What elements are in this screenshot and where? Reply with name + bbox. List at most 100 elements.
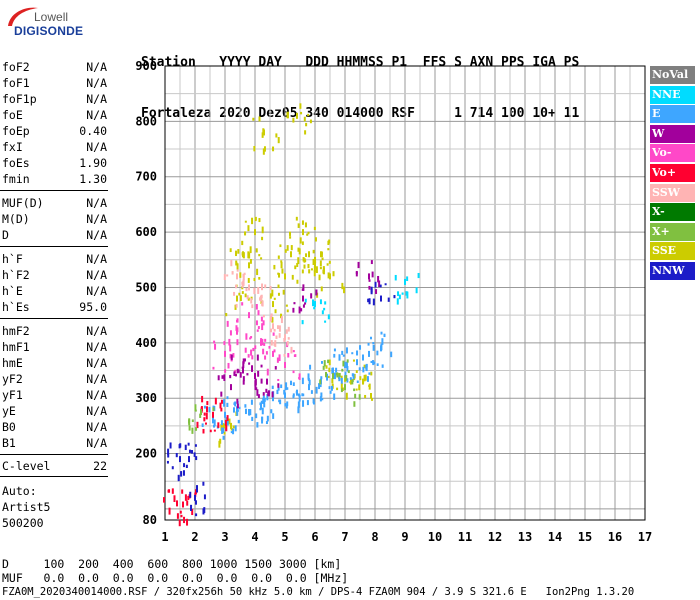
data-point: [261, 407, 264, 415]
data-point: [241, 240, 244, 246]
data-point: [325, 371, 328, 378]
data-point: [282, 289, 285, 295]
data-point: [326, 373, 329, 381]
data-point: [284, 273, 286, 280]
data-point: [182, 501, 184, 508]
data-point: [284, 403, 287, 407]
data-point: [301, 377, 304, 385]
x-tick-label: 1: [161, 530, 168, 544]
param-name: foF1p: [2, 92, 37, 106]
data-point: [184, 444, 187, 451]
param-value: N/A: [86, 284, 107, 298]
data-point: [377, 275, 380, 283]
muf-row: MUF 0.0 0.0 0.0 0.0 0.0 0.0 0.0 0.0 [MHz…: [2, 571, 349, 585]
data-point: [289, 380, 292, 386]
data-point: [319, 384, 322, 388]
data-point: [352, 359, 355, 362]
data-point: [275, 133, 278, 138]
data-point: [248, 262, 250, 269]
data-point: [304, 298, 307, 303]
data-point: [200, 406, 203, 412]
data-point: [344, 384, 346, 391]
data-point: [371, 271, 374, 278]
data-point: [277, 272, 280, 275]
data-point: [271, 391, 274, 398]
data-point: [209, 429, 212, 433]
data-point: [247, 297, 250, 301]
data-point: [200, 409, 202, 416]
data-point: [242, 376, 245, 382]
data-point: [262, 320, 265, 326]
data-point: [312, 249, 315, 254]
data-point: [229, 248, 232, 253]
data-point: [201, 395, 204, 403]
data-point: [292, 117, 295, 123]
param-value: N/A: [86, 92, 107, 106]
param-value: 1.90: [79, 156, 107, 170]
data-point: [314, 237, 317, 242]
data-point: [312, 258, 315, 266]
data-point: [284, 249, 287, 253]
data-point: [277, 284, 280, 289]
data-point: [328, 260, 331, 264]
data-point: [349, 377, 352, 380]
data-point: [247, 354, 250, 358]
param-value: N/A: [86, 252, 107, 266]
data-point: [213, 340, 216, 344]
data-point: [295, 216, 298, 221]
x-tick-label: 6: [311, 530, 318, 544]
data-point: [224, 350, 226, 357]
data-point: [208, 406, 211, 413]
data-point: [248, 409, 250, 416]
data-point: [351, 352, 354, 355]
data-point: [372, 298, 375, 306]
data-point: [363, 364, 366, 369]
data-point: [368, 384, 371, 388]
data-point: [260, 364, 263, 368]
data-point: [188, 456, 190, 463]
data-point: [224, 420, 227, 426]
legend-item: Vo+: [650, 163, 695, 182]
data-point: [370, 360, 373, 364]
data-point: [301, 320, 304, 325]
data-point: [320, 252, 323, 258]
data-point: [249, 259, 252, 264]
data-point: [173, 495, 176, 502]
y-tick-label: 80: [143, 513, 157, 527]
data-point: [278, 333, 281, 338]
data-point: [341, 350, 344, 355]
logo-text-lowell: Lowell: [34, 10, 69, 24]
data-point: [235, 303, 238, 308]
data-point: [340, 383, 343, 389]
data-point: [333, 353, 336, 358]
data-point: [370, 371, 373, 376]
data-point: [356, 350, 359, 356]
data-point: [356, 380, 359, 383]
data-point: [272, 332, 275, 336]
legend-item: E: [650, 105, 695, 124]
data-point: [180, 471, 183, 477]
data-point: [355, 388, 358, 391]
data-point: [241, 302, 244, 306]
param-name: h`F: [2, 252, 23, 266]
legend-item: X+: [650, 222, 695, 241]
data-point: [340, 388, 343, 393]
legend: NoVal NNE E W Vo- Vo+ SSW X- X+ SSE NNW: [650, 66, 695, 282]
data-point: [194, 494, 196, 501]
data-point: [262, 392, 265, 396]
data-point: [368, 285, 371, 290]
data-point: [218, 440, 221, 448]
data-point: [199, 413, 202, 418]
param-row: B0 N/A: [2, 420, 108, 436]
data-point: [359, 376, 362, 381]
divider: [0, 318, 108, 319]
data-point: [309, 364, 312, 370]
data-point: [222, 427, 225, 434]
data-point: [320, 361, 323, 364]
data-point: [370, 336, 373, 340]
data-point: [302, 229, 304, 236]
data-point: [310, 293, 313, 299]
data-point: [251, 365, 254, 372]
data-point: [234, 304, 237, 310]
data-point: [277, 325, 280, 330]
